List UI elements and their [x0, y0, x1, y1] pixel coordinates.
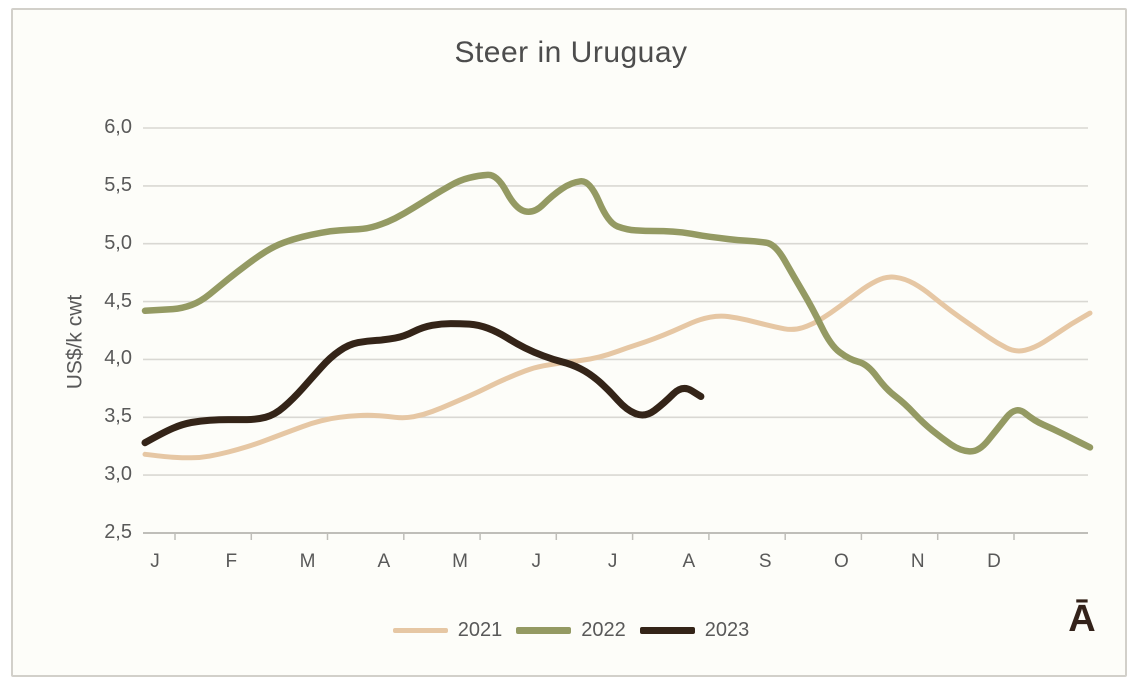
series-line-2021: [142, 274, 1093, 461]
y-tick-label: 4,0: [104, 347, 132, 370]
x-tick-label: O: [834, 551, 849, 572]
y-tick-label: 5,5: [104, 173, 132, 196]
x-tick-label: A: [682, 551, 696, 572]
legend-line-swatch: [392, 628, 448, 633]
chart-frame: [11, 8, 1127, 677]
legend-line-swatch: [639, 627, 695, 634]
y-tick-label: 4,5: [104, 289, 132, 312]
chart-legend: 2021 2022 2023: [0, 619, 1142, 642]
legend-line-swatch: [516, 627, 572, 634]
legend-label: 2021: [457, 619, 503, 641]
x-tick-label: F: [225, 551, 238, 572]
x-tick-label: J: [531, 551, 542, 572]
watermark-logo: Ā: [1068, 598, 1096, 640]
legend-item-2021: 2021: [392, 619, 503, 642]
legend-label: 2022: [581, 619, 626, 641]
x-tick-label: A: [377, 551, 391, 572]
y-tick-label: 2,5: [104, 521, 132, 543]
x-tick-label: S: [758, 551, 772, 572]
x-tick-label: J: [150, 551, 160, 572]
x-tick-label: M: [299, 551, 316, 572]
x-tick-label: J: [607, 551, 618, 572]
y-tick-label: 5,0: [104, 231, 132, 254]
legend-label: 2023: [704, 619, 750, 641]
series-line-2022: [141, 171, 1094, 455]
y-tick-label: 3,0: [104, 463, 132, 486]
legend-item-2022: 2022: [516, 619, 626, 642]
chart-title: Steer in Uruguay: [454, 36, 688, 69]
series-line-2023: [141, 320, 705, 447]
y-tick-label: 3,5: [104, 405, 132, 428]
y-axis-title: US$/k cwt: [63, 294, 87, 390]
legend-item-2023: 2023: [639, 619, 750, 642]
x-tick-label: D: [987, 551, 1001, 572]
x-tick-label: M: [452, 551, 468, 572]
x-tick-label: N: [910, 551, 925, 572]
y-tick-label: 6,0: [104, 116, 132, 138]
